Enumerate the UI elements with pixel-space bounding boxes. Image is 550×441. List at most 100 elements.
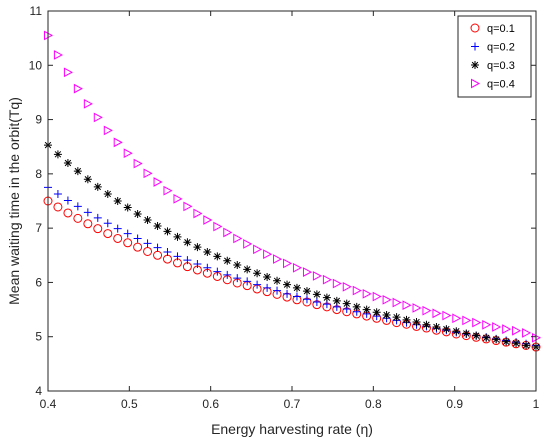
- data-point: [273, 286, 282, 295]
- data-point: [193, 243, 202, 252]
- data-point: [372, 291, 382, 302]
- plot-marks: [43, 30, 542, 352]
- data-point: [93, 182, 102, 191]
- data-point: [103, 219, 112, 228]
- data-point: [312, 297, 321, 306]
- data-point: [263, 273, 272, 281]
- data-point: [133, 242, 143, 252]
- data-point: [103, 229, 113, 239]
- legend-marker: [471, 78, 481, 89]
- data-point: [63, 159, 72, 167]
- data-point: [342, 281, 352, 292]
- data-point: [83, 98, 93, 109]
- data-point: [302, 295, 311, 304]
- data-point: [273, 254, 283, 264]
- data-point: [392, 313, 401, 322]
- data-point: [332, 296, 341, 305]
- data-point: [103, 189, 112, 198]
- data-point: [442, 310, 452, 321]
- data-point: [302, 267, 313, 277]
- data-point: [173, 252, 182, 261]
- data-point: [223, 227, 233, 238]
- data-point: [73, 167, 82, 176]
- data-point: [492, 322, 502, 332]
- data-point: [233, 233, 243, 244]
- data-point: [292, 262, 303, 273]
- y-tick-label: 5: [35, 330, 42, 344]
- data-point: [123, 229, 132, 238]
- data-point: [502, 324, 512, 334]
- data-point: [113, 197, 122, 205]
- data-point: [243, 265, 252, 274]
- data-point: [63, 196, 72, 205]
- data-point: [93, 224, 103, 234]
- y-tick-label: 10: [29, 58, 43, 72]
- legend-label: q=0.3: [487, 60, 515, 72]
- data-point: [193, 259, 202, 268]
- data-point: [173, 193, 183, 204]
- data-point: [472, 317, 482, 328]
- data-point: [143, 168, 153, 179]
- data-point: [223, 270, 232, 279]
- data-point: [512, 325, 522, 336]
- data-point: [213, 252, 222, 261]
- data-point: [163, 248, 172, 257]
- data-point: [462, 315, 472, 326]
- data-point: [183, 238, 192, 247]
- data-point: [392, 297, 402, 308]
- data-point: [412, 303, 422, 313]
- data-point: [123, 238, 133, 248]
- data-point: [73, 83, 83, 94]
- data-point: [143, 246, 153, 256]
- data-point: [283, 280, 292, 289]
- data-point: [362, 288, 372, 299]
- data-point: [402, 300, 412, 311]
- data-point: [183, 201, 193, 212]
- x-tick-label: 0.7: [284, 397, 301, 411]
- data-point: [123, 148, 133, 159]
- y-tick-label: 4: [35, 384, 42, 398]
- data-point: [432, 308, 442, 319]
- data-point: [133, 210, 142, 219]
- data-point: [113, 233, 123, 243]
- data-point: [143, 239, 152, 248]
- legend-marker: [471, 42, 479, 51]
- data-point: [322, 293, 331, 302]
- data-point: [53, 150, 62, 159]
- data-point: [113, 224, 122, 233]
- data-point: [292, 283, 301, 292]
- data-point: [482, 319, 492, 330]
- data-point: [173, 232, 182, 241]
- x-tick-label: 0.9: [446, 397, 463, 411]
- y-tick-label: 9: [35, 113, 42, 127]
- x-tick-label: 0.4: [40, 397, 57, 411]
- data-point: [213, 221, 223, 232]
- y-tick-label: 6: [35, 275, 42, 289]
- data-point: [243, 277, 252, 286]
- legend: q=0.1 q=0.2 q=0.3 q=0.4: [457, 15, 532, 98]
- data-point: [263, 283, 272, 292]
- data-point: [153, 221, 162, 230]
- data-point: [482, 333, 491, 342]
- y-tick-label: 7: [35, 221, 42, 235]
- data-point: [83, 219, 93, 229]
- data-point: [53, 189, 62, 198]
- data-point: [163, 185, 173, 196]
- data-point: [233, 274, 242, 283]
- data-point: [352, 302, 361, 311]
- data-point: [342, 299, 351, 308]
- data-point: [412, 318, 421, 327]
- x-tick-label: 0.8: [365, 397, 382, 411]
- data-point: [302, 287, 311, 296]
- data-point: [522, 328, 532, 338]
- data-point: [83, 175, 92, 184]
- data-point: [312, 271, 322, 281]
- data-point: [263, 249, 273, 260]
- data-point: [452, 327, 461, 336]
- data-point: [213, 267, 222, 276]
- axis-ticks: 0.4 0.5 0.6 0.7 0.8 0.9 1 4 5 6 7 8 9 10 11: [29, 4, 540, 411]
- data-point: [243, 239, 253, 249]
- x-tick-label: 0.5: [121, 397, 138, 411]
- x-axis-label: Energy harvesting rate (η): [211, 421, 373, 437]
- data-point: [372, 308, 381, 317]
